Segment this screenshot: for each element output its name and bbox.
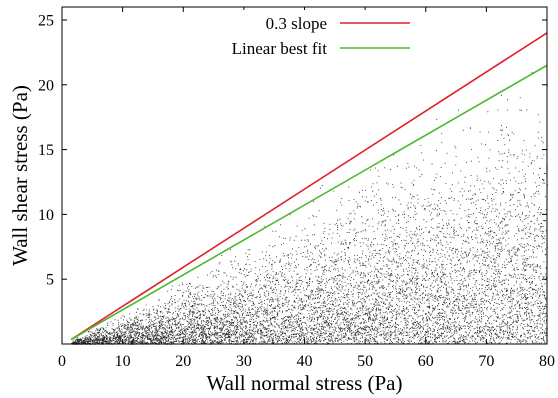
axis-ticks: 0 10 20 30 40 50 60 70 80 5 10 15 20 25 [38,7,555,370]
legend-background [195,10,415,62]
y-axis-title: Wall shear stress (Pa) [8,85,32,266]
scatter-cloud [71,71,548,345]
series-line-0 [70,32,548,341]
series-lines [70,32,548,341]
x-tick-label: 0 [58,353,66,370]
legend-label: Linear best fit [232,39,328,58]
x-tick-label: 20 [175,353,191,370]
x-tick-label: 80 [539,353,555,370]
x-axis-title: Wall normal stress (Pa) [206,371,402,395]
y-tick-label: 10 [38,207,54,224]
legend: 0.3 slope Linear best fit [195,10,415,62]
y-tick-label: 25 [38,12,54,29]
x-tick-label: 70 [478,353,494,370]
series-line-1 [70,64,548,341]
x-tick-label: 60 [418,353,434,370]
y-tick-label: 15 [38,142,54,159]
x-tick-label: 50 [357,353,373,370]
x-tick-label: 30 [236,353,252,370]
x-tick-label: 40 [297,353,313,370]
y-tick-label: 5 [46,272,54,289]
y-tick-label: 20 [38,77,54,94]
legend-label: 0.3 slope [266,14,327,33]
scatter-points [71,71,548,345]
x-tick-label: 10 [115,353,131,370]
